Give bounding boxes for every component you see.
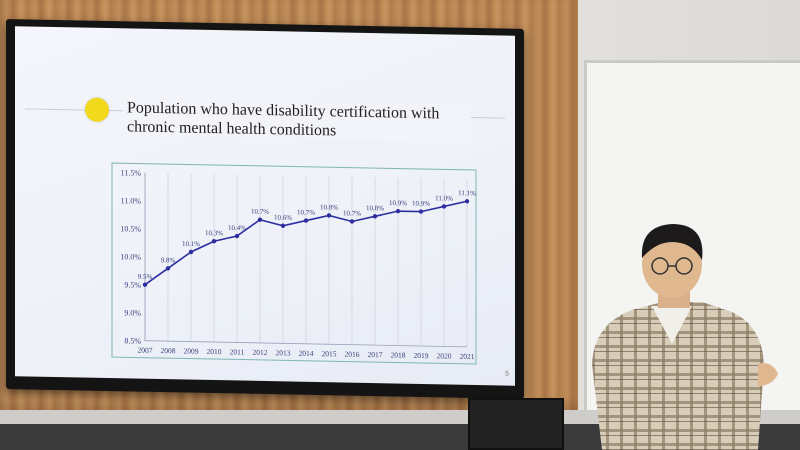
data-label: 9.5%	[138, 273, 153, 281]
data-point	[441, 204, 447, 209]
y-tick-label: 11.5%	[121, 168, 142, 177]
data-label: 10.7%	[297, 208, 315, 216]
x-tick-label: 2015	[322, 349, 337, 358]
data-point	[280, 223, 286, 228]
data-point	[188, 249, 194, 255]
data-point	[395, 208, 401, 214]
data-label: 10.8%	[366, 204, 384, 212]
x-tick-label: 2009	[184, 346, 199, 355]
x-tick-label: 2012	[253, 348, 268, 357]
x-tick-label: 2017	[368, 350, 383, 359]
y-tick-label: 9.0%	[124, 308, 141, 317]
data-point	[303, 218, 309, 223]
x-tick-label: 2018	[391, 350, 406, 359]
page-number: 5	[505, 370, 509, 378]
data-point	[211, 239, 217, 244]
data-point	[464, 199, 470, 204]
x-tick-label: 2010	[207, 347, 222, 356]
y-tick-label: 8.5%	[124, 336, 141, 345]
x-tick-label: 2007	[138, 346, 153, 355]
x-axis	[145, 340, 467, 348]
x-tick-label: 2014	[299, 349, 314, 358]
data-label: 9.8%	[161, 256, 176, 264]
data-label: 10.9%	[412, 199, 430, 207]
data-point	[234, 233, 240, 239]
data-label: 10.4%	[228, 224, 246, 232]
presentation-slide: Population who have disability certifica…	[15, 26, 515, 386]
data-label: 10.6%	[274, 214, 292, 222]
data-label: 10.7%	[343, 209, 361, 217]
tv-display: Population who have disability certifica…	[6, 19, 524, 399]
line-chart: 8.5% 9.0% 9.5% 10.0% 10.5% 11.0% 11.5% 2007 2008…	[111, 162, 477, 365]
x-tick-label: 2020	[437, 351, 452, 360]
data-label: 10.7%	[251, 208, 269, 216]
data-label: 10.1%	[182, 240, 200, 248]
data-label: 11.0%	[435, 194, 453, 202]
data-label: 11.1%	[458, 189, 476, 197]
x-tick-label: 2019	[414, 351, 429, 360]
x-tick-label: 2008	[161, 346, 176, 355]
data-label: 10.3%	[205, 229, 223, 237]
y-tick-label: 10.5%	[120, 224, 141, 233]
data-point	[372, 214, 378, 219]
x-tick-label: 2016	[345, 350, 360, 359]
x-tick-label: 2021	[460, 352, 475, 361]
desk-monitor	[468, 398, 564, 450]
data-point	[326, 213, 332, 218]
y-tick-label: 11.0%	[121, 196, 142, 205]
data-point	[418, 209, 424, 214]
data-point	[349, 219, 355, 224]
accent-dot	[85, 97, 109, 123]
data-point	[257, 217, 263, 222]
data-point	[142, 282, 148, 287]
x-tick-label: 2011	[230, 347, 245, 356]
x-tick-label: 2013	[276, 348, 291, 357]
slide-title: Population who have disability certifica…	[123, 98, 471, 143]
presenter	[592, 224, 778, 450]
y-tick-label: 9.5%	[124, 280, 141, 289]
data-label: 10.8%	[320, 203, 338, 211]
chart-frame	[111, 162, 477, 365]
y-tick-label: 10.0%	[120, 252, 141, 261]
data-label: 10.9%	[389, 199, 407, 207]
data-point	[165, 266, 171, 271]
